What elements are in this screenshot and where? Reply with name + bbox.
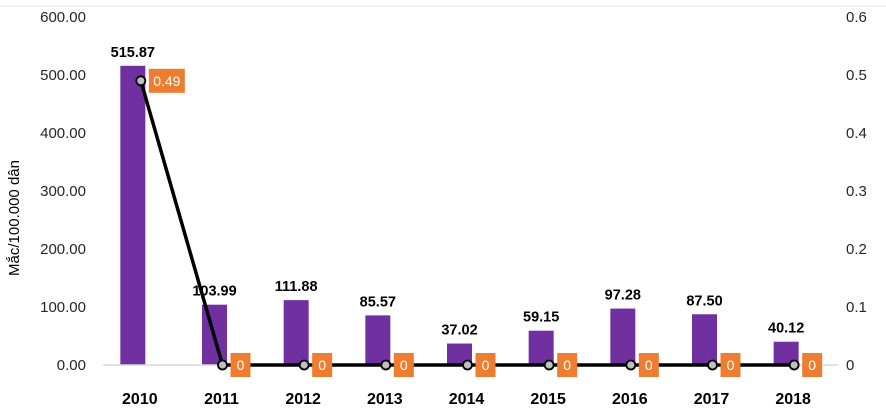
bar	[447, 343, 472, 365]
y-tick-label: 0.00	[57, 357, 86, 374]
line-data-label: 0	[318, 357, 326, 373]
line-data-label: 0	[727, 357, 735, 373]
y-tick-label: 600.00	[40, 9, 86, 26]
line-marker	[380, 359, 392, 371]
bar	[365, 315, 391, 365]
bar	[528, 330, 554, 365]
y-tick-label: 500.00	[40, 67, 86, 84]
y-tick-label: 100.00	[40, 299, 86, 316]
line-label-box	[557, 353, 578, 377]
y2-tick-label: 0.1	[846, 299, 867, 316]
line-data-label: 0	[400, 357, 408, 373]
bar	[692, 314, 717, 365]
bar-data-label: 87.50	[686, 293, 722, 309]
x-category-label: 2012	[285, 391, 321, 408]
x-category-label: 2010	[122, 391, 158, 408]
line-label-box	[148, 68, 185, 93]
line-label-box	[393, 353, 414, 377]
y2-tick-label: 0.5	[846, 67, 867, 84]
line-label-box	[312, 353, 333, 377]
y-axis-ticks: 0.00 100.00 200.00 300.00 400.00 500.00 600.00	[40, 9, 86, 374]
bar-data-label: 37.02	[441, 323, 477, 339]
y-tick-label: 200.00	[40, 241, 86, 258]
line-marker	[543, 359, 555, 371]
line-data-label: 0	[808, 357, 816, 373]
x-category-label: 2011	[204, 391, 239, 408]
y2-tick-label: 0.2	[846, 241, 867, 258]
line-label-box	[720, 353, 741, 377]
line-marker	[298, 359, 310, 371]
line-marker	[462, 359, 473, 371]
y2-axis-ticks: 0 0.1 0.2 0.3 0.4 0.5 0.6	[846, 9, 867, 374]
bar	[610, 308, 636, 365]
bar-data-label: 515.87	[111, 45, 155, 61]
x-category-label: 2014	[449, 391, 485, 408]
bar-data-label: 59.15	[523, 310, 559, 326]
line-marker	[707, 359, 718, 371]
x-category-label: 2013	[367, 391, 403, 408]
line-marker	[135, 75, 147, 87]
x-category-label: 2016	[612, 391, 648, 408]
line-data-label: 0.49	[153, 73, 180, 89]
line-data-label: 0	[482, 357, 490, 373]
bar	[283, 300, 309, 365]
y2-tick-label: 0	[846, 357, 854, 374]
x-axis-categories: 2010 2011 2012 2013 2014 2015 2016 2017 2018	[122, 391, 811, 408]
y-tick-label: 300.00	[40, 183, 86, 200]
line-data-label: 0	[645, 357, 653, 373]
y2-tick-label: 0.4	[846, 125, 867, 142]
y2-tick-label: 0.6	[846, 9, 867, 26]
line-marker	[788, 359, 800, 371]
bar-data-label: 111.88	[275, 279, 318, 295]
line-label-box	[475, 353, 496, 377]
y-tick-label: 400.00	[40, 125, 86, 142]
line-label-box	[638, 353, 659, 377]
x-category-label: 2015	[530, 391, 566, 408]
line-label-box	[230, 353, 251, 377]
bar-data-label: 40.12	[768, 321, 804, 337]
y2-tick-label: 0.3	[846, 183, 867, 200]
x-category-label: 2017	[694, 391, 730, 408]
y-axis-title: Mắc/100.000 dân	[6, 160, 23, 276]
line-marker	[217, 359, 228, 371]
bar-data-label: 97.28	[605, 288, 641, 304]
bar	[120, 65, 146, 365]
bar-data-label: 85.57	[360, 294, 396, 310]
x-category-label: 2018	[775, 391, 811, 408]
bar-series	[120, 65, 799, 365]
bar	[773, 341, 799, 365]
line-series: 0.49 0 0 0 0 0 0 0 0	[135, 68, 823, 377]
line-data-label: 0	[563, 357, 571, 373]
line-label-box	[802, 353, 823, 377]
line-marker	[625, 359, 637, 371]
line-data-label: 0	[237, 357, 245, 373]
